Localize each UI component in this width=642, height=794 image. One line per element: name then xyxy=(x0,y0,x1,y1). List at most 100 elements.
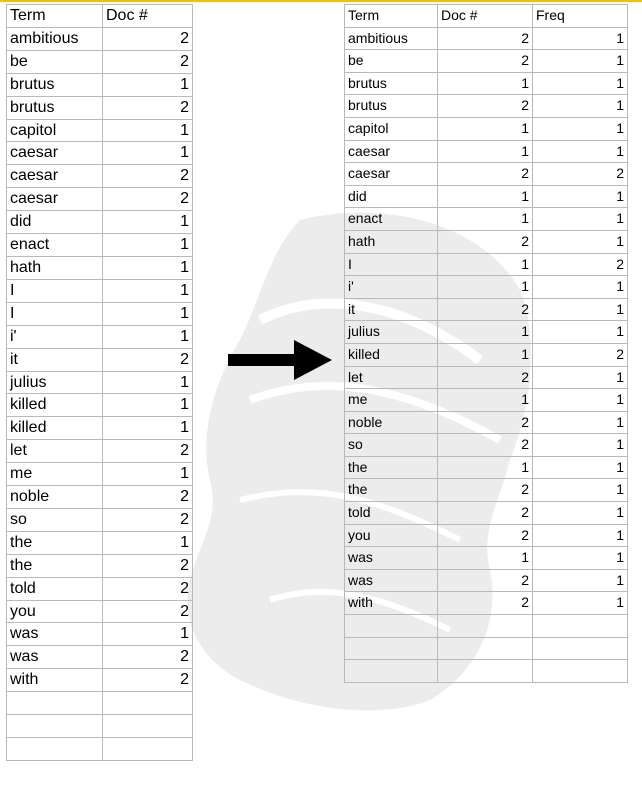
left-term-cell: caesar xyxy=(6,164,103,189)
right-term-cell: I xyxy=(344,252,438,277)
right-empty-cell xyxy=(532,636,628,661)
left-term-cell: let xyxy=(6,439,103,464)
left-table-row: it 2 xyxy=(6,347,193,372)
right-term-cell: the xyxy=(344,478,438,503)
right-term-cell: with xyxy=(344,591,438,616)
right-term-cell: hath xyxy=(344,229,438,254)
right-freq-cell: 1 xyxy=(532,71,628,96)
left-term-cell: it xyxy=(6,347,103,372)
left-term-cell: caesar xyxy=(6,141,103,166)
left-term-cell: told xyxy=(6,576,103,601)
right-doc-cell: 1 xyxy=(437,388,533,412)
left-empty-cell xyxy=(6,736,103,761)
left-table-row: brutus 2 xyxy=(6,95,193,120)
right-term-cell: caesar xyxy=(344,162,438,186)
right-table-row: caesar 2 2 xyxy=(344,162,628,186)
left-term-cell: so xyxy=(6,507,103,532)
right-doc-cell: 1 xyxy=(437,139,533,164)
left-doc-cell: 2 xyxy=(102,347,193,372)
right-term-cell: killed xyxy=(344,342,438,367)
left-table-row: noble 2 xyxy=(6,485,193,509)
right-empty-row xyxy=(344,636,628,661)
right-doc-cell: 2 xyxy=(437,523,533,548)
left-table-row: with 2 xyxy=(6,668,193,693)
left-term-cell: enact xyxy=(6,233,103,257)
right-term-cell: noble xyxy=(344,410,438,435)
left-term-cell: brutus xyxy=(6,72,103,97)
right-doc-cell: 1 xyxy=(437,320,533,344)
right-term-cell: it xyxy=(344,297,438,322)
right-term-cell: be xyxy=(344,49,438,73)
left-term-cell: was xyxy=(6,645,103,670)
right-doc-cell: 1 xyxy=(437,71,533,96)
left-empty-cell xyxy=(102,691,193,716)
right-term-cell: was xyxy=(344,568,438,593)
right-term-cell: ambitious xyxy=(344,26,438,51)
left-term-cell: julius xyxy=(6,370,103,395)
left-term-cell: caesar xyxy=(6,187,103,212)
left-doc-cell: 1 xyxy=(102,462,193,487)
right-freq-cell: 1 xyxy=(532,184,628,209)
right-term-cell: brutus xyxy=(344,71,438,96)
right-empty-row xyxy=(344,614,628,638)
right-doc-cell: 2 xyxy=(437,365,533,390)
left-table-row: brutus 1 xyxy=(6,72,193,97)
right-doc-cell: 2 xyxy=(437,49,533,73)
right-freq-cell: 1 xyxy=(532,568,628,593)
right-freq-cell: 1 xyxy=(532,320,628,344)
top-rule xyxy=(0,0,642,2)
right-table-row: told 2 1 xyxy=(344,501,628,525)
left-table-row: was 2 xyxy=(6,645,193,670)
right-table-row: it 2 1 xyxy=(344,297,628,322)
left-doc-cell: 1 xyxy=(102,278,193,303)
right-freq-cell: 1 xyxy=(532,297,628,322)
left-table-row: me 1 xyxy=(6,462,193,487)
right-table-row: was 2 1 xyxy=(344,568,628,593)
right-doc-cell: 1 xyxy=(437,546,533,570)
left-table-row: i' 1 xyxy=(6,324,193,349)
right-doc-cell: 2 xyxy=(437,229,533,254)
left-doc-cell: 1 xyxy=(102,255,193,280)
left-table-row: enact 1 xyxy=(6,233,193,257)
left-doc-cell: 2 xyxy=(102,507,193,532)
left-doc-cell: 2 xyxy=(102,164,193,189)
right-doc-cell: 2 xyxy=(437,501,533,525)
left-empty-cell xyxy=(6,691,103,716)
left-term-cell: me xyxy=(6,462,103,487)
left-doc-cell: 1 xyxy=(102,233,193,257)
right-table-row: be 2 1 xyxy=(344,49,628,73)
right-empty-cell xyxy=(437,614,533,638)
right-table-row: you 2 1 xyxy=(344,523,628,548)
right-table-row: hath 2 1 xyxy=(344,229,628,254)
left-term-cell: with xyxy=(6,668,103,693)
right-freq-cell: 1 xyxy=(532,591,628,616)
right-empty-row xyxy=(344,659,628,683)
left-table-row: ambitious 2 xyxy=(6,26,193,51)
left-doc-cell: 1 xyxy=(102,141,193,166)
right-term-cell: did xyxy=(344,184,438,209)
left-doc-cell: 2 xyxy=(102,26,193,51)
right-table-row: enact 1 1 xyxy=(344,207,628,231)
left-table: Term Doc # ambitious 2 be 2 brutus 1 brutus 2 ca… xyxy=(6,4,193,761)
left-table-row: caesar 2 xyxy=(6,164,193,189)
left-term-cell: did xyxy=(6,210,103,235)
right-doc-cell: 2 xyxy=(437,478,533,503)
right-doc-cell: 1 xyxy=(437,342,533,367)
left-table-row: was 1 xyxy=(6,622,193,647)
left-term-cell: the xyxy=(6,553,103,578)
right-doc-cell: 1 xyxy=(437,184,533,209)
left-table-row: the 1 xyxy=(6,530,193,555)
right-freq-cell: 1 xyxy=(532,229,628,254)
left-table-row: julius 1 xyxy=(6,370,193,395)
left-term-cell: you xyxy=(6,599,103,624)
right-table-row: capitol 1 1 xyxy=(344,116,628,141)
right-term-cell: brutus xyxy=(344,94,438,118)
left-term-cell: the xyxy=(6,530,103,555)
right-term-cell: the xyxy=(344,455,438,480)
right-freq-cell: 1 xyxy=(532,546,628,570)
right-table: Term Doc # Freq ambitious 2 1 be 2 1 brutus 1 1 b… xyxy=(344,4,628,683)
left-table-row: you 2 xyxy=(6,599,193,624)
